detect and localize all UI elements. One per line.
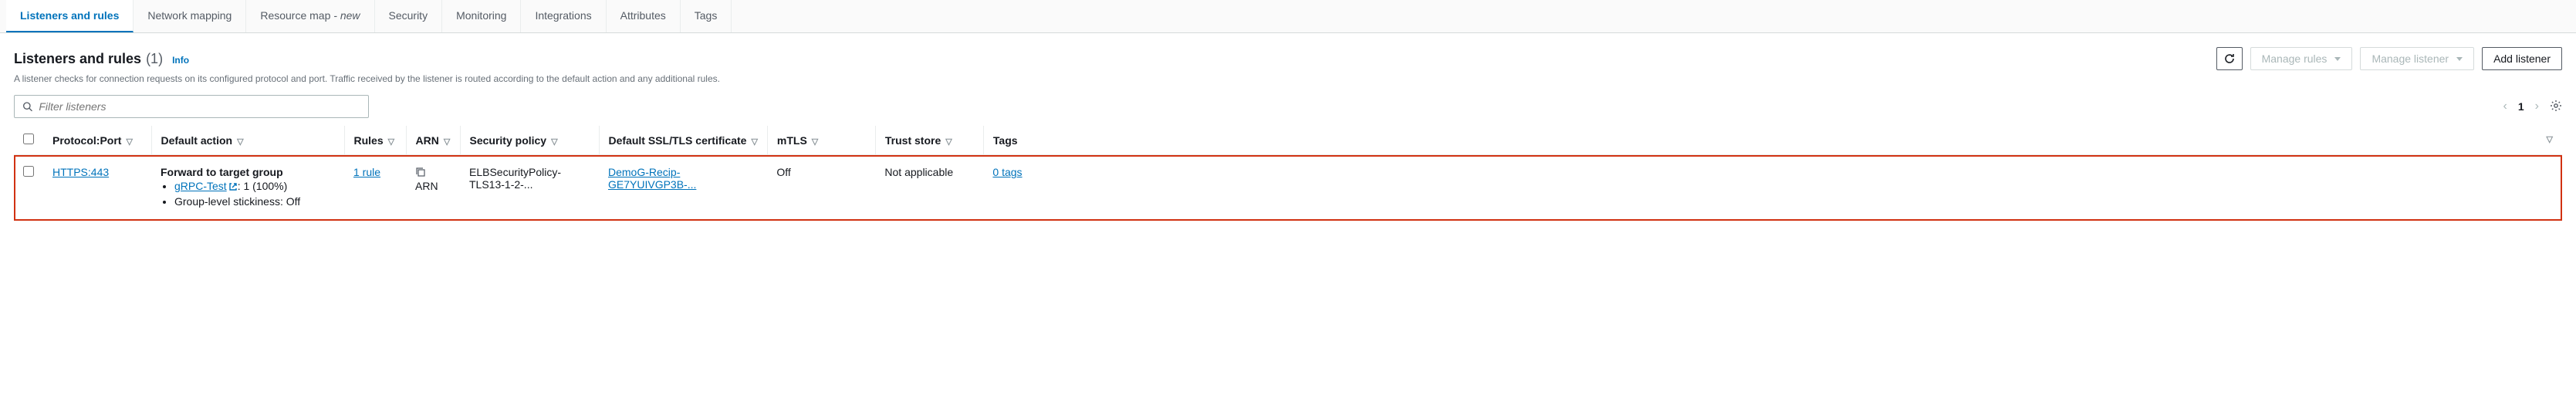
pagination: ‹ 1 › [2503,100,2562,114]
sort-icon[interactable]: ▽ [237,137,243,147]
tab-integrations[interactable]: Integrations [521,0,606,32]
manage-listener-button: Manage listener [2360,47,2474,70]
filter-input[interactable] [39,100,360,113]
tab-resource-map[interactable]: Resource map - new [246,0,374,32]
sort-icon[interactable]: ▽ [126,137,132,147]
gear-icon [2550,100,2562,112]
tags-link[interactable]: 0 tags [992,166,1022,178]
search-icon [22,101,32,112]
target-weight: : 1 (100%) [238,180,288,192]
security-policy-text: ELBSecurityPolicy-TLS13-1-2-... [469,166,561,191]
sort-icon[interactable]: ▽ [751,137,757,147]
tabs-bar: Listeners and rules Network mapping Reso… [0,0,2576,33]
add-listener-button[interactable]: Add listener [2482,47,2562,70]
col-default-action[interactable]: Default action [161,134,233,147]
page-number: 1 [2518,100,2524,113]
col-trust-store[interactable]: Trust store [885,134,941,147]
col-mtls[interactable]: mTLS [777,134,807,147]
sort-icon[interactable]: ▽ [388,137,394,147]
caret-down-icon [2334,57,2341,61]
tab-monitoring[interactable]: Monitoring [442,0,521,32]
info-link[interactable]: Info [172,55,189,66]
table-row: HTTPS:443 Forward to target group gRPC-T… [14,155,2562,221]
protocol-port-link[interactable]: HTTPS:443 [52,166,109,178]
col-ssl-cert[interactable]: Default SSL/TLS certificate [609,134,747,147]
settings-button[interactable] [2550,100,2562,114]
col-rules[interactable]: Rules [354,134,384,147]
panel-title: Listeners and rules [14,51,141,67]
trust-store-text: Not applicable [884,166,953,178]
arn-text: ARN [415,180,438,192]
mtls-text: Off [776,166,790,178]
tab-security[interactable]: Security [375,0,443,32]
sort-icon[interactable]: ▽ [2547,134,2553,144]
sort-icon[interactable]: ▽ [945,137,952,147]
manage-rules-button: Manage rules [2250,47,2353,70]
refresh-button[interactable] [2216,47,2243,70]
tab-attributes[interactable]: Attributes [607,0,681,32]
filter-box[interactable] [14,95,369,118]
col-security-policy[interactable]: Security policy [470,134,547,147]
col-arn[interactable]: ARN [416,134,439,147]
col-protocol-port[interactable]: Protocol:Port [52,134,121,147]
panel-description: A listener checks for connection request… [14,73,2562,84]
panel-count: (1) [146,51,163,67]
col-tags[interactable]: Tags [993,134,1018,147]
tab-network-mapping[interactable]: Network mapping [134,0,246,32]
rules-link[interactable]: 1 rule [353,166,380,178]
listeners-table: Protocol:Port ▽ Default action ▽ Rules ▽ AR… [14,126,2562,221]
next-page-button[interactable]: › [2535,100,2539,113]
default-action-heading: Forward to target group [161,166,335,178]
row-checkbox[interactable] [23,166,34,177]
copy-icon[interactable] [415,167,426,180]
sort-icon[interactable]: ▽ [551,137,557,147]
tab-tags[interactable]: Tags [681,0,732,32]
external-link-icon [228,181,238,194]
target-group-item: gRPC-Test : 1 (100%) [174,180,335,194]
ssl-cert-link[interactable]: DemoG-Recip-GE7YUIVGP3B-... [608,166,696,191]
prev-page-button[interactable]: ‹ [2503,100,2507,113]
tab-listeners-rules[interactable]: Listeners and rules [6,0,134,32]
select-all-checkbox[interactable] [23,134,34,144]
sort-icon[interactable]: ▽ [444,137,450,147]
target-group-link[interactable]: gRPC-Test [174,180,227,192]
stickiness-item: Group-level stickiness: Off [174,195,335,208]
sort-icon[interactable]: ▽ [812,137,818,147]
caret-down-icon [2456,57,2463,61]
refresh-icon [2223,52,2236,65]
